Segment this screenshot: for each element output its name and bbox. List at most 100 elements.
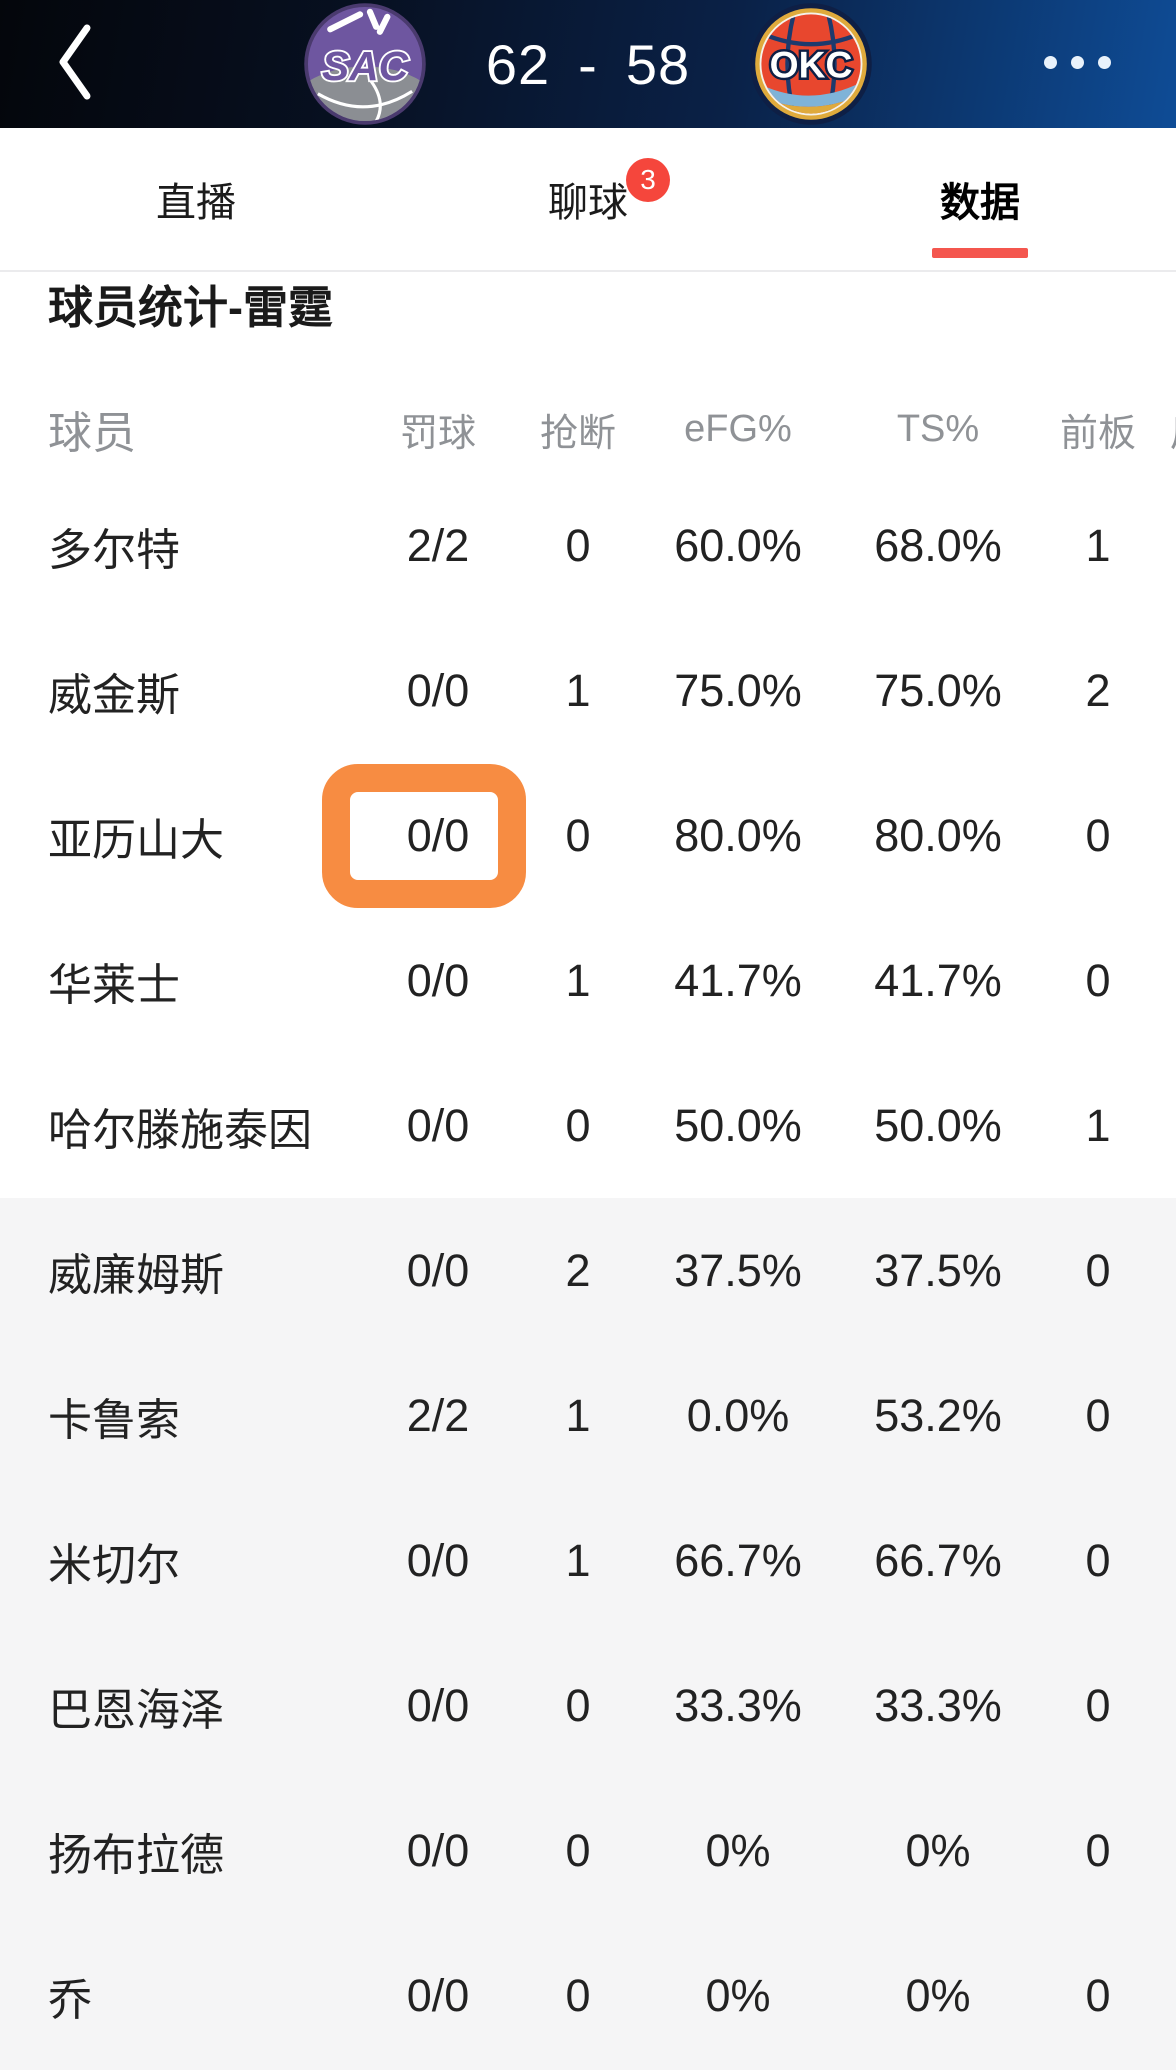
- dreb-cell: [1168, 1923, 1176, 2068]
- column-header-dreb: 后板: [1168, 402, 1176, 457]
- oreb-cell: 0: [1085, 1389, 1111, 1441]
- oreb-cell: 0: [1085, 1969, 1111, 2021]
- tab-bar: 直播 聊球 3 数据: [0, 128, 1176, 272]
- oreb-cell: 0: [1085, 1534, 1111, 1586]
- okc-logo-text: OKC: [770, 44, 853, 86]
- ts-cell: 37.5%: [874, 1244, 1002, 1296]
- ft-cell: 0/0: [406, 1679, 470, 1731]
- oreb-cell: 0: [1085, 809, 1111, 861]
- ts-cell: 33.3%: [874, 1679, 1002, 1731]
- table-row: 华莱士 0/0 1 41.7% 41.7% 0: [0, 908, 1176, 1053]
- stats-table-scroll-area[interactable]: 球员 罚球 抢断 eFG% TS% 前板 后板 多尔特 2/2 0 60.0% …: [0, 385, 1176, 2070]
- player-name-cell: 哈尔滕施泰因: [48, 1105, 312, 1155]
- table-row: 卡鲁索 2/2 1 0.0% 53.2% 0: [0, 1343, 1176, 1488]
- dreb-cell: [1168, 618, 1176, 763]
- efg-cell: 0.0%: [686, 1389, 790, 1441]
- tab-chat[interactable]: 聊球 3: [392, 128, 784, 270]
- table-row: 威廉姆斯 0/0 2 37.5% 37.5% 0: [0, 1198, 1176, 1343]
- scoreboard: SAC 62 - 58: [0, 0, 1176, 128]
- ft-cell: 0/0: [406, 954, 470, 1006]
- ft-cell: 2/2: [406, 519, 470, 571]
- score: 62 - 58: [463, 32, 713, 97]
- oreb-cell: 0: [1085, 1824, 1111, 1876]
- dreb-cell: [1168, 1633, 1176, 1778]
- dreb-cell: [1168, 473, 1176, 618]
- active-tab-underline: [932, 248, 1028, 258]
- player-name-cell: 巴恩海泽: [48, 1685, 224, 1735]
- column-header-ft: 罚球: [399, 412, 476, 455]
- table-row: 威金斯 0/0 1 75.0% 75.0% 2: [0, 618, 1176, 763]
- player-stats-table: 球员 罚球 抢断 eFG% TS% 前板 后板 多尔特 2/2 0 60.0% …: [0, 385, 1176, 2070]
- more-button[interactable]: [1022, 30, 1132, 94]
- efg-cell: 0%: [705, 1824, 771, 1876]
- chevron-left-icon: [54, 20, 94, 109]
- table-header-row: 球员 罚球 抢断 eFG% TS% 前板 后板: [0, 385, 1176, 473]
- page-title: 球员统计-雷霆: [48, 282, 333, 333]
- player-name-cell: 亚历山大: [48, 815, 224, 865]
- steals-cell: 1: [565, 1534, 591, 1586]
- player-name-cell: 威金斯: [48, 670, 180, 720]
- ts-cell: 75.0%: [874, 664, 1002, 716]
- okc-team-logo: OKC: [749, 2, 873, 126]
- oreb-cell: 2: [1085, 664, 1111, 716]
- ts-cell: 0%: [905, 1824, 971, 1876]
- column-header-player: 球员: [48, 409, 136, 458]
- table-bottom-filler: [0, 2068, 1176, 2070]
- ft-cell: 0/0: [406, 1969, 470, 2021]
- dreb-cell: [1168, 1778, 1176, 1923]
- steals-cell: 0: [565, 809, 591, 861]
- tab-chat-badge: 3: [626, 158, 670, 202]
- player-name-cell: 卡鲁索: [48, 1395, 180, 1445]
- efg-cell: 0%: [705, 1969, 771, 2021]
- efg-cell: 75.0%: [674, 664, 802, 716]
- table-row: 亚历山大 0/0 0 80.0% 80.0% 0: [0, 763, 1176, 908]
- efg-cell: 80.0%: [674, 809, 802, 861]
- steals-cell: 1: [565, 664, 591, 716]
- steals-cell: 0: [565, 1969, 591, 2021]
- table-body: 多尔特 2/2 0 60.0% 68.0% 1 威金斯 0/0 1 75.0% …: [0, 473, 1176, 2068]
- dreb-cell: [1168, 1488, 1176, 1633]
- player-name-cell: 乔: [48, 1975, 92, 2025]
- steals-cell: 0: [565, 1824, 591, 1876]
- tab-data[interactable]: 数据: [784, 128, 1176, 270]
- oreb-cell: 1: [1085, 519, 1111, 571]
- ft-cell: 2/2: [406, 1389, 470, 1441]
- oreb-cell: 0: [1085, 1244, 1111, 1296]
- navbar: SAC 62 - 58: [0, 0, 1176, 128]
- back-button[interactable]: [44, 22, 104, 106]
- steals-cell: 0: [565, 1099, 591, 1151]
- ts-cell: 0%: [905, 1969, 971, 2021]
- ts-cell: 50.0%: [874, 1099, 1002, 1151]
- table-row: 巴恩海泽 0/0 0 33.3% 33.3% 0: [0, 1633, 1176, 1778]
- oreb-cell: 1: [1085, 1099, 1111, 1151]
- tab-chat-label: 聊球: [548, 181, 628, 225]
- ft-cell: 0/0: [406, 664, 470, 716]
- tab-live-label: 直播: [156, 181, 236, 225]
- column-header-efg: eFG%: [684, 407, 792, 450]
- oreb-cell: 0: [1085, 954, 1111, 1006]
- column-header-oreb: 前板: [1059, 412, 1136, 455]
- table-row: 哈尔滕施泰因 0/0 0 50.0% 50.0% 1: [0, 1053, 1176, 1198]
- highlight-box: [322, 763, 526, 908]
- player-name-cell: 威廉姆斯: [48, 1250, 224, 1300]
- dreb-cell: [1168, 763, 1176, 908]
- ft-cell: 0/0: [322, 763, 528, 908]
- score-home: 62: [485, 32, 551, 96]
- score-separator: -: [578, 32, 598, 96]
- dreb-cell: [1168, 1343, 1176, 1488]
- table-row: 米切尔 0/0 1 66.7% 66.7% 0: [0, 1488, 1176, 1633]
- player-name-cell: 华莱士: [48, 960, 180, 1010]
- efg-cell: 37.5%: [674, 1244, 802, 1296]
- ellipsis-icon: [1043, 55, 1111, 69]
- ft-cell: 0/0: [406, 1099, 470, 1151]
- dreb-cell: [1168, 908, 1176, 1053]
- tab-live[interactable]: 直播: [0, 128, 392, 270]
- sac-logo-text: SAC: [322, 43, 410, 89]
- oreb-cell: 0: [1085, 1679, 1111, 1731]
- column-header-steals: 抢断: [539, 412, 616, 455]
- steals-cell: 0: [565, 1679, 591, 1731]
- steals-cell: 0: [565, 519, 591, 571]
- efg-cell: 50.0%: [674, 1099, 802, 1151]
- steals-cell: 1: [565, 954, 591, 1006]
